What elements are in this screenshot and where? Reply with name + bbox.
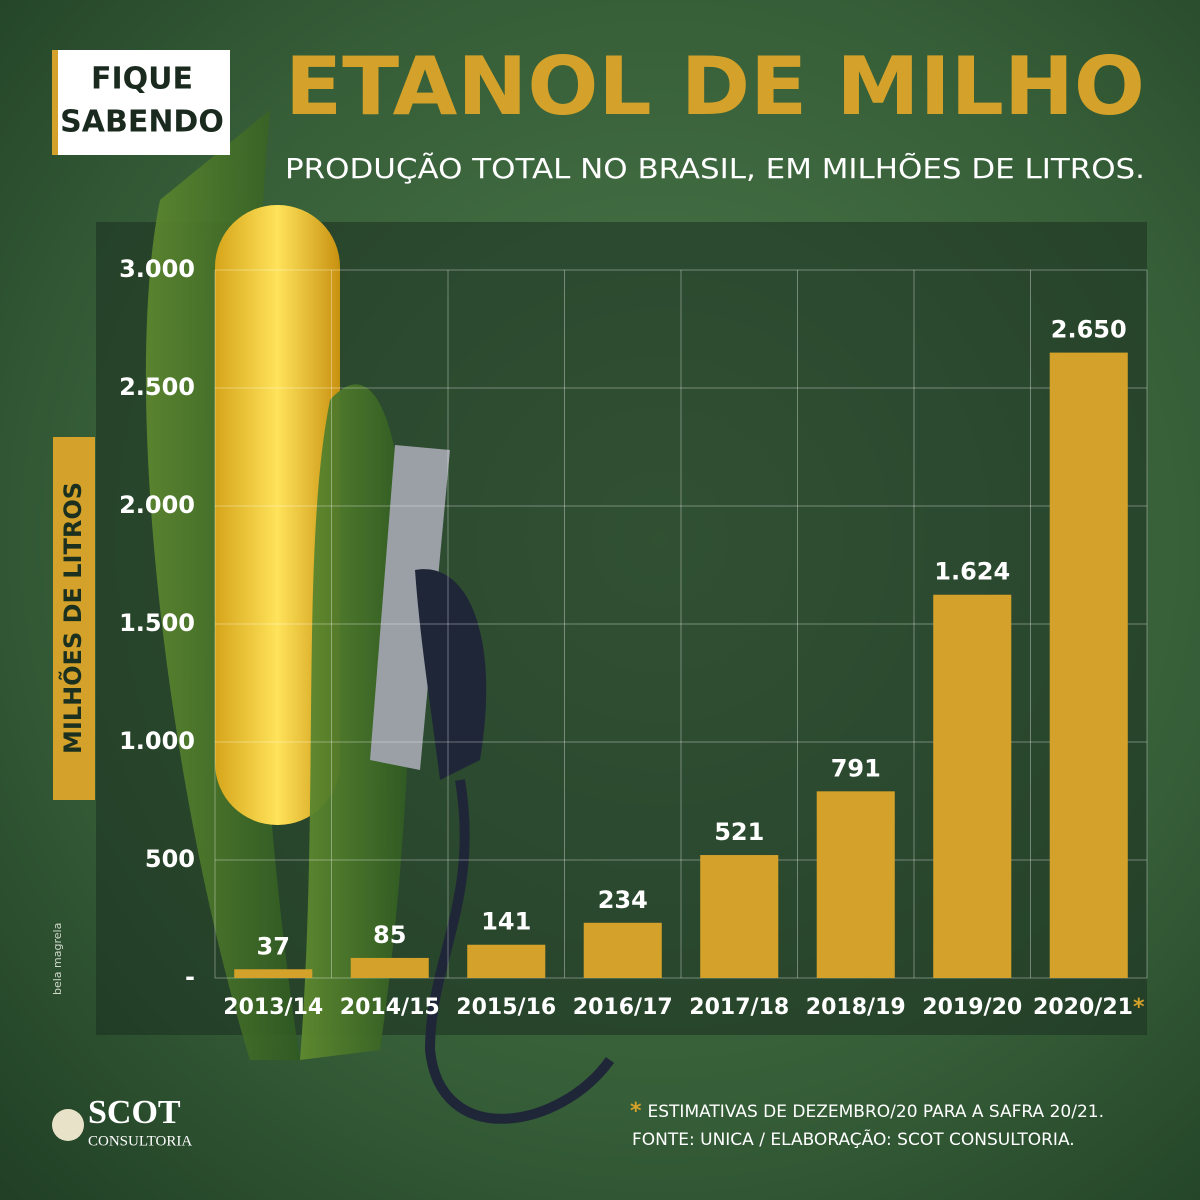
badge-accent: [52, 50, 58, 155]
corn-illustration: [145, 110, 615, 1124]
y-tick-label: -: [185, 963, 195, 991]
x-tick-text: 2020/21: [1033, 995, 1133, 1020]
bar: [350, 957, 429, 978]
value-label: 1.624: [934, 558, 1010, 586]
bar: [234, 969, 313, 978]
chart-subtitle: PRODUÇÃO TOTAL NO BRASIL, EM MILHÕES DE …: [285, 151, 1145, 185]
footnote: * ESTIMATIVAS DE DEZEMBRO/20 PARA A SAFRA…: [630, 1099, 1104, 1124]
badge-text: SABENDO: [60, 105, 224, 140]
x-tick-label: 2014/15: [340, 995, 440, 1020]
y-tick-label: 3.000: [119, 255, 195, 283]
y-label-box: [53, 437, 95, 800]
y-tick-label: 1.500: [119, 609, 195, 637]
x-tick-text: 2014/15: [340, 995, 440, 1020]
x-tick-label: 2013/14: [223, 995, 323, 1020]
x-tick-label: 2018/19: [806, 995, 906, 1020]
x-tick-label: 2020/21*: [1033, 995, 1145, 1020]
bar: [467, 944, 546, 978]
y-tick-label: 500: [145, 845, 195, 873]
logo-text: SCOT: [88, 1094, 181, 1131]
footnote-marker: *: [630, 1099, 642, 1124]
estimate-marker: *: [1133, 995, 1145, 1020]
x-tick-text: 2018/19: [806, 995, 906, 1020]
y-tick-label: 2.000: [119, 491, 195, 519]
y-tick-label: 1.000: [119, 727, 195, 755]
bar: [933, 594, 1012, 978]
x-tick-text: 2017/18: [689, 995, 789, 1020]
logo-icon: [52, 1109, 84, 1141]
value-label: 85: [373, 921, 406, 949]
source: FONTE: UNICA / ELABORAÇÃO: SCOT CONSULTO…: [632, 1128, 1075, 1150]
badge-text: FIQUE: [91, 62, 193, 97]
value-label: 141: [481, 908, 531, 936]
logo-subtext: CONSULTORIA: [88, 1133, 192, 1149]
value-label: 37: [257, 932, 290, 960]
bar: [816, 791, 895, 978]
credit: bela magrela: [51, 923, 64, 995]
y-tick-label: 2.500: [119, 373, 195, 401]
value-label: 791: [831, 754, 881, 782]
x-tick-label: 2019/20: [922, 995, 1022, 1020]
bar: [700, 855, 779, 978]
x-tick-label: 2017/18: [689, 995, 789, 1020]
badge-box: [52, 50, 230, 155]
bar: [583, 922, 662, 978]
value-label: 521: [714, 818, 764, 846]
x-tick-text: 2016/17: [573, 995, 673, 1020]
x-tick-label: 2016/17: [573, 995, 673, 1020]
x-tick-text: 2015/16: [456, 995, 556, 1020]
x-tick-label: 2015/16: [456, 995, 556, 1020]
x-tick-text: 2019/20: [922, 995, 1022, 1020]
x-tick-text: 2013/14: [223, 995, 323, 1020]
footnote-text: ESTIMATIVAS DE DEZEMBRO/20 PARA A SAFRA …: [648, 1102, 1104, 1122]
y-axis-label: MILHÕES DE LITROS: [57, 482, 87, 754]
bar: [1049, 352, 1128, 979]
chart-title: ETANOL DE MILHO: [285, 40, 1145, 133]
value-label: 2.650: [1051, 316, 1127, 344]
value-label: 234: [598, 886, 648, 914]
